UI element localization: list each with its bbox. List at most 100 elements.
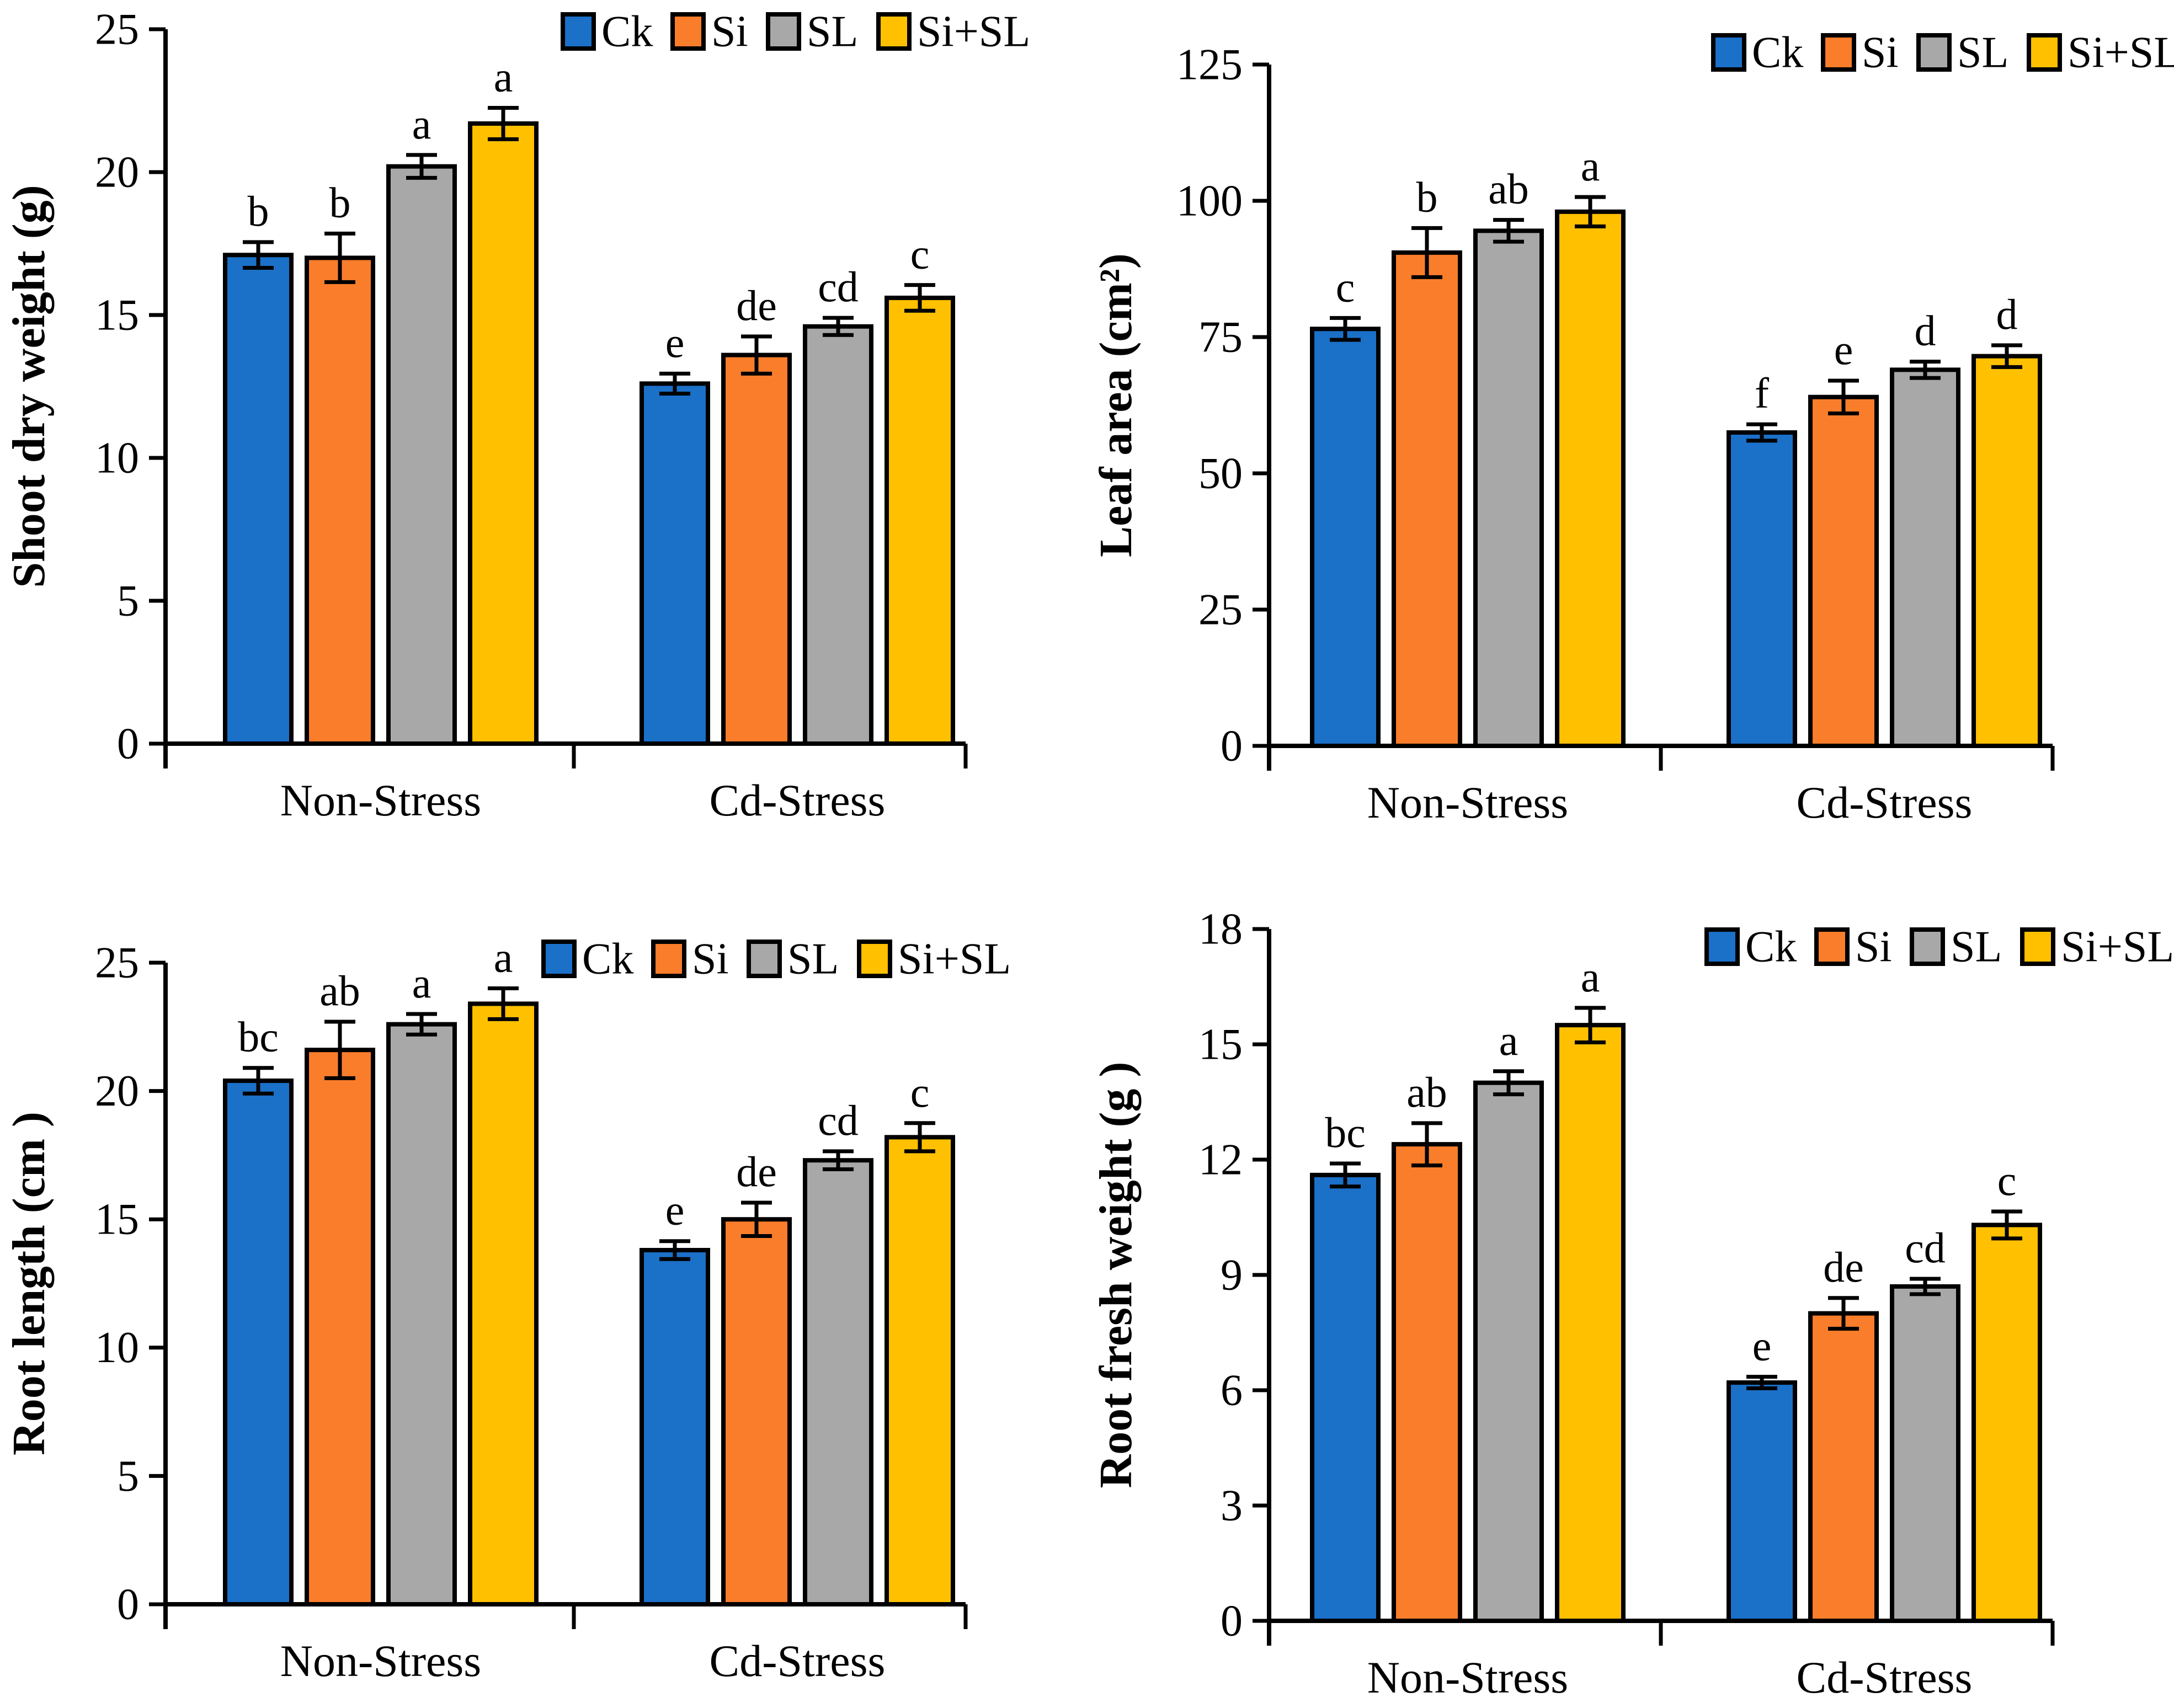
x-category-label: Non-Stress [1367, 1652, 1568, 1702]
bar-sl-non-stress [386, 164, 457, 746]
bar-siplussl-non-stress [468, 1001, 539, 1606]
sig-letter: cd [818, 263, 859, 311]
x-category-label: Cd-Stress [1797, 1652, 1973, 1702]
sig-letter: a [412, 100, 431, 148]
legend-label-siplussl: Si+SL [898, 935, 1011, 983]
y-tick-label: 20 [95, 1067, 139, 1115]
legend-label-ck: Ck [582, 935, 633, 983]
sig-letter: bc [1325, 1108, 1366, 1156]
y-tick-label: 18 [1198, 905, 1243, 953]
x-category-label: Non-Stress [280, 775, 481, 825]
bar-si-non-stress [1392, 250, 1462, 748]
bar-ck-cd-stress [640, 381, 710, 746]
legend-label-sl: SL [787, 935, 839, 983]
sig-letter: cd [1905, 1224, 1946, 1272]
y-tick-label: 25 [95, 938, 139, 987]
sig-letter: c [910, 230, 930, 278]
y-tick-label: 9 [1221, 1251, 1243, 1299]
bar-sl-cd-stress [803, 1158, 873, 1606]
bar-si-cd-stress [721, 353, 792, 746]
legend-label-si: Si [692, 935, 729, 983]
bar-siplussl-non-stress [1555, 209, 1626, 748]
sig-letter: e [1752, 1322, 1772, 1370]
bar-siplussl-cd-stress [884, 1135, 955, 1606]
y-tick-label: 15 [1198, 1020, 1243, 1069]
sig-letter: a [494, 933, 513, 981]
legend-label-si: Si [1855, 922, 1892, 971]
panel-leaf-area: 0 25 50 75 100 125 Leaf area (cm²) c f b e ab d a d Non… [1087, 0, 2174, 854]
sig-letter: d [1915, 306, 1936, 354]
legend-swatch-si [1814, 927, 1850, 966]
bar-ck-non-stress [1310, 327, 1381, 748]
y-tick-label: 0 [117, 1580, 139, 1629]
legend-swatch-ck [1711, 33, 1746, 72]
legend-label-siplussl: Si+SL [2068, 28, 2174, 77]
legend-label-sl: SL [1951, 922, 2002, 971]
x-category-label: Cd-Stress [710, 1636, 886, 1686]
bar-ck-non-stress [223, 1078, 294, 1606]
x-category-label: Non-Stress [1367, 777, 1568, 828]
sig-letter: ab [1406, 1068, 1447, 1116]
legend-label-si: Si [1862, 28, 1899, 77]
bar-ck-non-stress [1310, 1172, 1381, 1623]
sig-letter: ab [319, 967, 360, 1015]
legend-label-siplussl: Si+SL [917, 7, 1030, 56]
legend-swatch-sl [1916, 33, 1952, 72]
bar-si-non-stress [305, 255, 375, 746]
sig-letter: b [329, 178, 351, 226]
bar-sl-cd-stress [1890, 367, 1960, 748]
sig-letter: a [1581, 953, 1600, 1001]
legend-label-sl: SL [807, 7, 858, 56]
sig-letter: a [1581, 142, 1600, 190]
sig-letter: e [665, 318, 685, 366]
sig-letter: e [1834, 325, 1853, 373]
bar-si-non-stress [1392, 1142, 1462, 1623]
bar-si-cd-stress [721, 1217, 792, 1606]
legend-label-sl: SL [1957, 28, 2008, 77]
legend-swatch-ck [561, 12, 596, 51]
legend-label-ck: Ck [1745, 922, 1797, 971]
bar-si-cd-stress [1808, 1311, 1879, 1623]
y-tick-label: 125 [1176, 40, 1243, 89]
legend-swatch-ck [541, 940, 577, 978]
panel-root-fresh-weight: 0 3 6 9 12 15 18 Root fresh weight (g ) bc e ab de a… [1087, 854, 2174, 1708]
bar-siplussl-cd-stress [1971, 354, 2042, 748]
legend-swatch-siplussl [857, 940, 892, 978]
sig-letter: b [248, 187, 269, 235]
y-tick-label: 10 [95, 1323, 139, 1372]
legend-swatch-siplussl [876, 12, 912, 51]
legend-swatch-siplussl [2027, 33, 2062, 72]
legend-swatch-ck [1704, 927, 1740, 966]
sig-letter: cd [818, 1096, 859, 1144]
sig-letter: a [494, 52, 513, 100]
sig-letter: c [1997, 1156, 2017, 1204]
sig-letter: e [665, 1186, 685, 1234]
y-tick-label: 12 [1198, 1135, 1243, 1184]
y-tick-label: 25 [1198, 585, 1243, 634]
sig-letter: bc [238, 1013, 279, 1061]
y-tick-label: 15 [95, 291, 139, 339]
legend-swatch-sl [766, 12, 801, 51]
y-tick-label: 3 [1221, 1481, 1243, 1530]
y-axis-title: Shoot dry weight (g) [3, 185, 55, 588]
sig-letter: b [1416, 173, 1438, 221]
y-tick-label: 5 [117, 577, 139, 625]
legend-label-ck: Ck [1752, 28, 1803, 77]
root-fresh-weight-chart: 0 3 6 9 12 15 18 Root fresh weight (g ) bc e ab de a… [1090, 905, 2174, 1702]
legend-label-siplussl: Si+SL [2061, 922, 2174, 971]
x-category-label: Non-Stress [280, 1636, 481, 1686]
x-category-label: Cd-Stress [710, 775, 886, 825]
sig-letter: d [1996, 290, 2018, 338]
sig-letter: de [736, 281, 777, 329]
sig-letter: c [1336, 263, 1355, 311]
panel-root-length: 0 5 10 15 20 25 Root length (cm ) bc e ab de a cd a c N… [0, 854, 1087, 1708]
sig-letter: f [1755, 369, 1769, 417]
bar-ck-non-stress [223, 253, 294, 746]
root-length-chart: 0 5 10 15 20 25 Root length (cm ) bc e ab de a cd a c N… [3, 933, 1011, 1686]
bar-siplussl-non-stress [468, 121, 539, 746]
shoot-dry-weight-chart: 0 5 10 15 20 25 Shoot dry weight (g) b e b de a cd a c… [3, 5, 1030, 825]
y-tick-label: 5 [117, 1452, 139, 1501]
panel-shoot-dry-weight: 0 5 10 15 20 25 Shoot dry weight (g) b e b de a cd a c… [0, 0, 1087, 854]
legend-swatch-si [651, 940, 686, 978]
